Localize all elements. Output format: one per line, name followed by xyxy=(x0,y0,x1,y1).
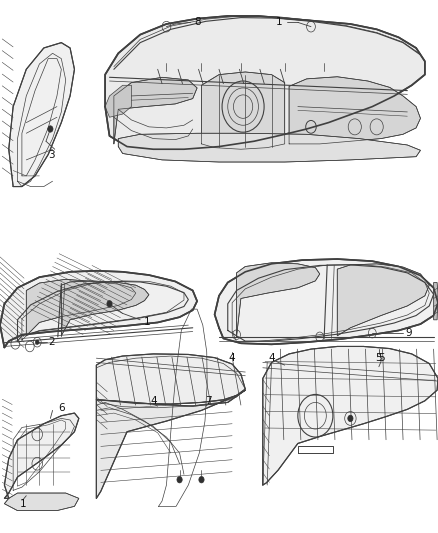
Polygon shape xyxy=(4,413,79,498)
Circle shape xyxy=(35,340,39,344)
Polygon shape xyxy=(61,281,149,336)
Circle shape xyxy=(107,301,112,307)
Polygon shape xyxy=(289,77,420,144)
Text: 5: 5 xyxy=(375,353,382,363)
Polygon shape xyxy=(0,271,197,348)
Polygon shape xyxy=(4,493,79,511)
Polygon shape xyxy=(263,346,438,485)
Polygon shape xyxy=(9,43,74,187)
Polygon shape xyxy=(237,263,320,337)
Text: 1: 1 xyxy=(276,18,283,27)
Text: 6: 6 xyxy=(58,403,65,413)
Text: 8: 8 xyxy=(194,18,201,27)
Text: 7: 7 xyxy=(205,396,212,406)
Polygon shape xyxy=(118,133,420,162)
Polygon shape xyxy=(215,259,438,344)
Circle shape xyxy=(177,477,182,483)
Polygon shape xyxy=(434,282,438,320)
Text: 5: 5 xyxy=(378,353,385,363)
Polygon shape xyxy=(337,264,429,336)
Polygon shape xyxy=(26,279,136,336)
Text: 1: 1 xyxy=(19,499,26,508)
Text: 2: 2 xyxy=(48,337,55,347)
Text: 9: 9 xyxy=(406,328,413,338)
Polygon shape xyxy=(201,72,285,149)
Text: 3: 3 xyxy=(48,150,55,159)
Circle shape xyxy=(348,415,353,422)
Polygon shape xyxy=(114,77,197,144)
Polygon shape xyxy=(96,354,245,404)
Text: 1: 1 xyxy=(143,317,150,327)
Circle shape xyxy=(48,126,53,132)
Polygon shape xyxy=(96,390,245,498)
Text: 4: 4 xyxy=(268,353,275,363)
Text: 4: 4 xyxy=(229,353,236,363)
Circle shape xyxy=(199,477,204,483)
Polygon shape xyxy=(105,85,131,117)
Text: 4: 4 xyxy=(150,396,157,406)
Polygon shape xyxy=(105,16,425,149)
